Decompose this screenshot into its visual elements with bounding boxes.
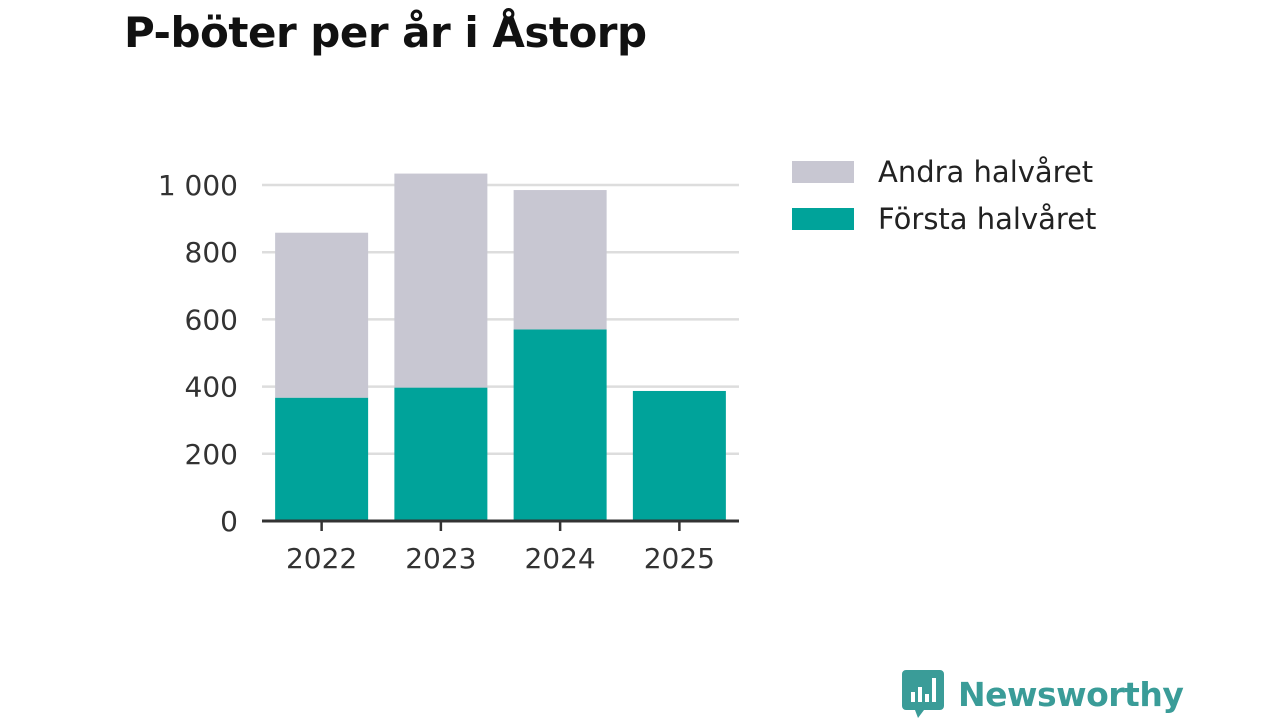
chart-title: P-böter per år i Åstorp	[124, 8, 647, 57]
legend-label-first-half: Första halvåret	[878, 201, 1097, 236]
legend-swatch-second-half	[792, 160, 854, 183]
y-tick-label: 600	[185, 303, 238, 336]
bar-second-half	[394, 173, 488, 388]
x-tick-label: 2023	[405, 542, 476, 575]
bar-second-half	[513, 190, 607, 330]
brand-name: Newsworthy	[958, 674, 1184, 714]
bar-first-half	[394, 387, 488, 521]
brand-logo[interactable]: Newsworthy	[902, 670, 1184, 718]
y-tick-label: 0	[220, 505, 238, 538]
legend-item-second-half: Andra halvåret	[792, 148, 1096, 195]
y-tick-label: 800	[185, 236, 238, 269]
y-tick-label: 400	[185, 371, 238, 404]
x-tick-label: 2022	[286, 542, 357, 575]
legend-swatch-first-half	[792, 207, 854, 230]
legend-label-second-half: Andra halvåret	[878, 154, 1094, 189]
y-tick-label: 1 000	[158, 169, 238, 202]
legend: Andra halvåret Första halvåret	[792, 148, 1096, 242]
x-tick-label: 2025	[644, 542, 715, 575]
newsworthy-logo-icon	[902, 670, 944, 718]
legend-item-first-half: Första halvåret	[792, 195, 1096, 242]
bar-first-half	[275, 397, 369, 521]
bar-first-half	[513, 329, 607, 521]
y-tick-label: 200	[185, 438, 238, 471]
bar-second-half	[275, 232, 369, 398]
x-tick-label: 2024	[524, 542, 595, 575]
bar-first-half	[632, 390, 726, 521]
